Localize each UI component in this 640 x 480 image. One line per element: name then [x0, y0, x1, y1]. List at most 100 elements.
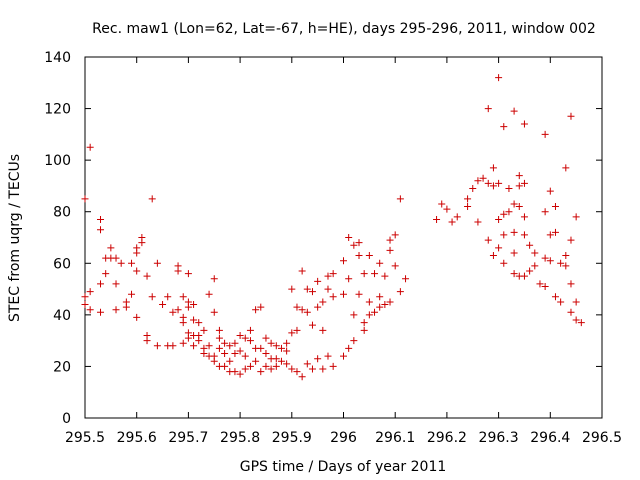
x-tick-label: 296.5	[582, 430, 622, 446]
data-point-plus	[107, 244, 115, 252]
y-tick-label: 20	[53, 359, 71, 375]
data-point-plus	[102, 270, 110, 278]
data-point-plus	[546, 231, 554, 239]
data-point-plus	[283, 360, 291, 368]
data-point-plus	[355, 239, 363, 247]
data-point-plus	[272, 362, 280, 370]
data-point-plus	[546, 257, 554, 265]
data-point-plus	[386, 236, 394, 244]
data-point-plus	[541, 130, 549, 138]
data-point-plus	[283, 339, 291, 347]
data-point-plus	[195, 319, 203, 327]
data-point-plus	[200, 326, 208, 334]
data-point-plus	[381, 301, 389, 309]
data-point-plus	[231, 368, 239, 376]
data-point-plus	[396, 195, 404, 203]
data-point-plus	[324, 285, 332, 293]
data-point-plus	[355, 290, 363, 298]
data-point-plus	[133, 313, 141, 321]
data-point-plus	[484, 179, 492, 187]
data-point-plus	[210, 275, 218, 283]
data-point-plus	[489, 164, 497, 172]
data-point-plus	[86, 143, 94, 151]
data-point-plus	[469, 185, 477, 193]
data-point-plus	[252, 306, 260, 314]
data-point-plus	[174, 267, 182, 275]
data-point-plus	[464, 203, 472, 211]
data-point-plus	[505, 208, 513, 216]
data-point-plus	[288, 285, 296, 293]
x-tick-label: 296.4	[530, 430, 570, 446]
data-point-plus	[345, 275, 353, 283]
y-tick-label: 140	[44, 50, 71, 66]
data-point-plus	[97, 280, 105, 288]
data-point-plus	[350, 337, 358, 345]
data-point-plus	[221, 362, 229, 370]
y-tick-label: 60	[53, 256, 71, 272]
data-point-plus	[551, 203, 559, 211]
data-point-plus	[303, 308, 311, 316]
data-point-plus	[262, 362, 270, 370]
data-point-plus	[221, 350, 229, 358]
data-point-plus	[520, 179, 528, 187]
data-point-plus	[391, 262, 399, 270]
x-tick-label: 295.9	[272, 430, 312, 446]
data-point-plus	[190, 316, 198, 324]
data-point-plus	[515, 182, 523, 190]
data-point-plus	[510, 228, 518, 236]
data-point-plus	[128, 259, 136, 267]
chart-title: Rec. maw1 (Lon=62, Lat=-67, h=HE), days …	[92, 21, 596, 37]
data-point-plus	[376, 293, 384, 301]
data-point-plus	[314, 277, 322, 285]
data-point-plus	[360, 326, 368, 334]
data-point-plus	[402, 275, 410, 283]
data-point-plus	[133, 249, 141, 257]
x-axis-label: GPS time / Days of year 2011	[240, 459, 447, 475]
data-point-plus	[314, 355, 322, 363]
data-point-plus	[345, 344, 353, 352]
data-point-plus	[215, 344, 223, 352]
data-point-plus	[148, 195, 156, 203]
axis-ticks: 295.5 295.6 295.7 295.8 295.9 296 296.1 296.2 29…	[44, 50, 622, 446]
data-point-plus	[153, 259, 161, 267]
data-point-plus	[515, 203, 523, 211]
data-point-plus	[484, 236, 492, 244]
data-point-plus	[288, 365, 296, 373]
data-point-plus	[371, 270, 379, 278]
data-point-plus	[510, 200, 518, 208]
data-point-plus	[474, 177, 482, 185]
data-point-plus	[288, 329, 296, 337]
x-tick-label: 295.8	[220, 430, 260, 446]
data-point-plus	[489, 252, 497, 260]
data-point-plus	[272, 342, 280, 350]
data-point-plus	[500, 123, 508, 131]
data-point-plus	[474, 218, 482, 226]
data-point-plus	[117, 259, 125, 267]
data-point-plus	[557, 259, 565, 267]
data-point-plus	[386, 246, 394, 254]
data-point-plus	[567, 112, 575, 120]
data-point-plus	[376, 303, 384, 311]
data-point-plus	[143, 272, 151, 280]
data-point-plus	[184, 334, 192, 342]
data-point-plus	[329, 270, 337, 278]
data-point-plus	[319, 326, 327, 334]
data-point-plus	[257, 368, 265, 376]
data-point-plus	[133, 267, 141, 275]
data-point-plus	[479, 174, 487, 182]
data-point-plus	[355, 252, 363, 260]
data-point-plus	[329, 293, 337, 301]
data-point-plus	[215, 334, 223, 342]
x-tick-label: 295.5	[65, 430, 105, 446]
data-point-plus	[371, 308, 379, 316]
data-point-plus	[500, 210, 508, 218]
data-point-plus	[572, 298, 580, 306]
data-point-plus	[236, 370, 244, 378]
data-point-plus	[226, 342, 234, 350]
data-point-plus	[365, 252, 373, 260]
data-point-plus	[489, 182, 497, 190]
data-point-plus	[541, 254, 549, 262]
data-point-plus	[551, 228, 559, 236]
data-point-plus	[495, 244, 503, 252]
